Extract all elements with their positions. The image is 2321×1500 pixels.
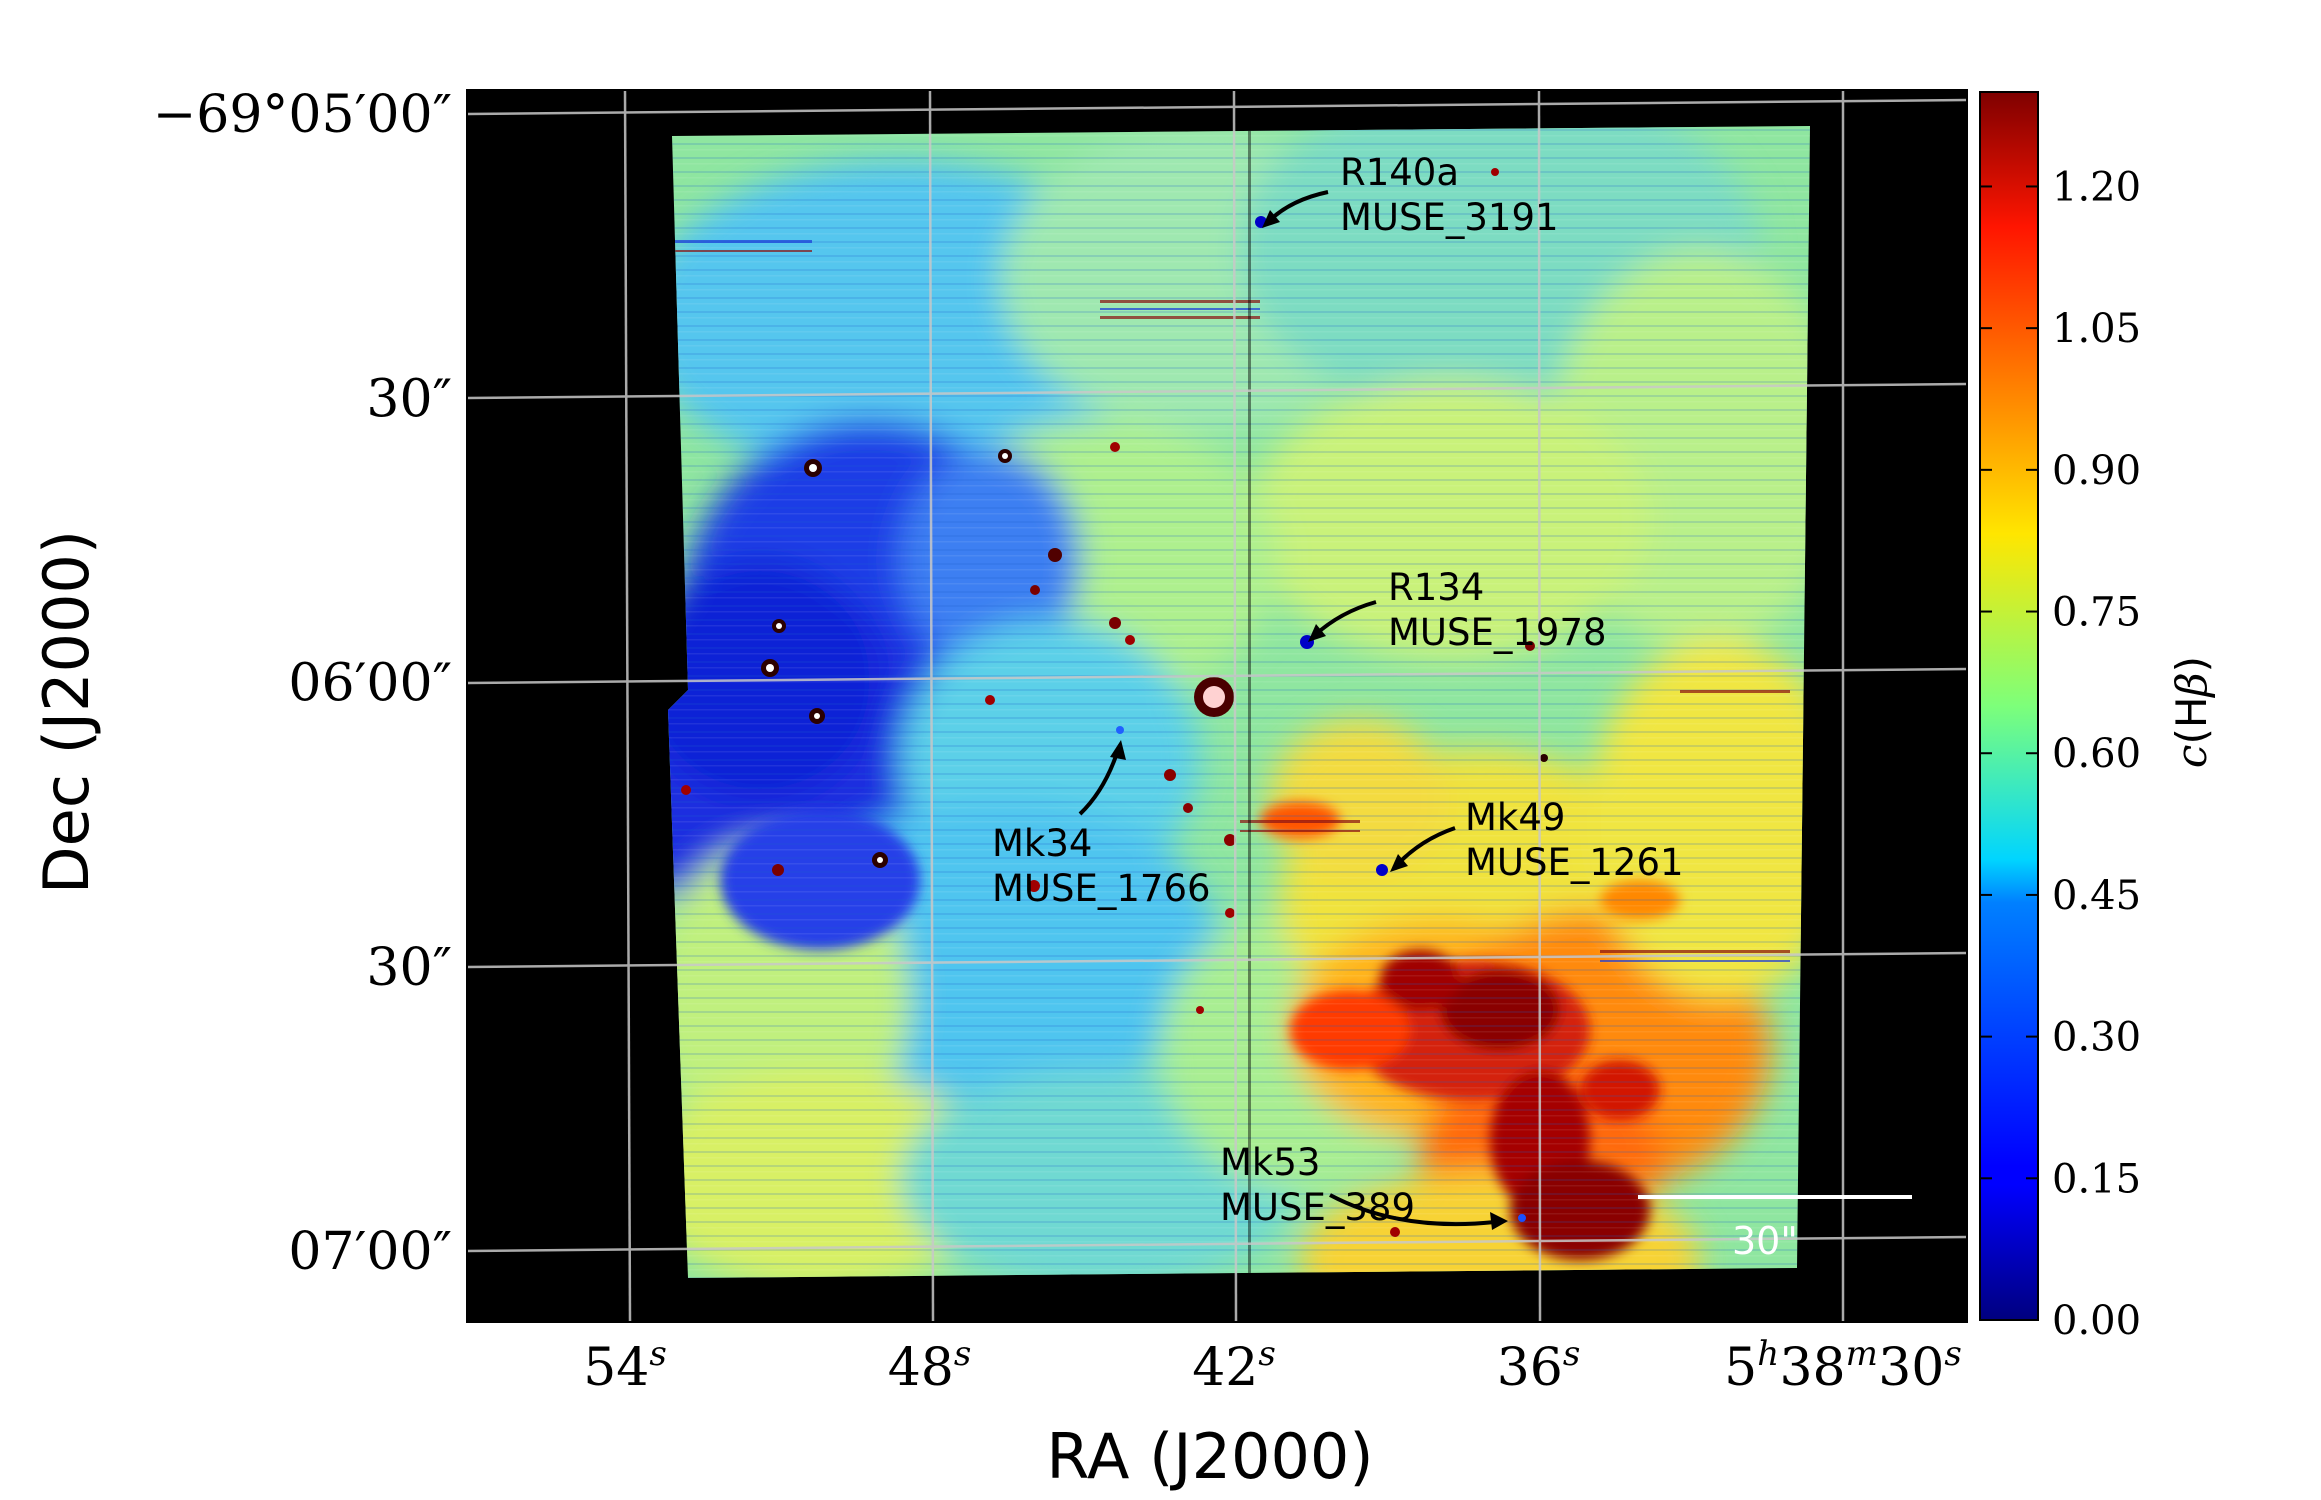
y-axis-label: Dec (J2000) bbox=[30, 530, 103, 894]
x-axis-label: RA (J2000) bbox=[1046, 1420, 1373, 1493]
annotation-r140a-name: R140a bbox=[1340, 151, 1459, 194]
annotation-mk53: Mk53 MUSE_389 bbox=[1220, 1141, 1508, 1230]
colorbar-tick-label: 0.15 bbox=[2052, 1156, 2141, 1202]
scale-bar: 30" bbox=[1638, 1195, 1912, 1263]
annotation-r134: R134 MUSE_1978 bbox=[1308, 566, 1607, 654]
annotation-mk49-id: MUSE_1261 bbox=[1465, 841, 1684, 884]
annotation-mk49: Mk49 MUSE_1261 bbox=[1390, 796, 1684, 884]
stars bbox=[681, 168, 1548, 1237]
colorbar-tick-label: 1.05 bbox=[2052, 306, 2141, 352]
annotation-r140a: R140a MUSE_3191 bbox=[1262, 151, 1559, 239]
annotation-mk49-name: Mk49 bbox=[1465, 796, 1565, 839]
extinction-map bbox=[668, 126, 1810, 1278]
colorbar-tick-label: 0.45 bbox=[2052, 873, 2141, 919]
y-tick-label: 07′00″ bbox=[288, 1222, 452, 1282]
y-tick-label: 30″ bbox=[366, 369, 452, 429]
x-tick-label: 36s bbox=[1497, 1334, 1581, 1398]
y-tick-label: −69°05′00″ bbox=[153, 85, 452, 145]
annotation-mk34: Mk34 MUSE_1766 bbox=[992, 740, 1211, 910]
y-tick-labels: −69°05′00″ 30″ 06′00″ 30″ 07′00″ bbox=[153, 85, 452, 1282]
colorbar-tick-label: 0.75 bbox=[2052, 590, 2141, 636]
annotation-r134-id: MUSE_1978 bbox=[1388, 611, 1607, 654]
x-tick-label: 42s bbox=[1192, 1334, 1276, 1398]
colorbar-tick-label: 0.60 bbox=[2052, 731, 2141, 777]
colorbar-gradient bbox=[1979, 91, 2039, 1321]
y-tick-label: 06′00″ bbox=[288, 654, 452, 714]
x-tick-label: 48s bbox=[888, 1334, 972, 1398]
annotation-r134-name: R134 bbox=[1388, 566, 1484, 609]
coordinate-grid bbox=[466, 89, 1968, 1323]
colorbar-tick-label: 0.30 bbox=[2052, 1015, 2141, 1061]
annotation-mk53-name: Mk53 bbox=[1220, 1141, 1320, 1184]
colorbar: 0.00 0.15 0.30 0.45 0.60 0.75 0.90 1.05 1.20 c(H… bbox=[1979, 91, 2216, 1344]
annotation-r140a-id: MUSE_3191 bbox=[1340, 196, 1559, 239]
annotation-mk34-name: Mk34 bbox=[992, 822, 1092, 865]
y-tick-label: 30″ bbox=[366, 938, 452, 998]
star-annotations: R140a MUSE_3191 R134 MUSE_1978 Mk34 MUSE… bbox=[992, 151, 1684, 1230]
colorbar-ticks: 0.00 0.15 0.30 0.45 0.60 0.75 0.90 1.05 1.20 bbox=[1980, 164, 2141, 1344]
colorbar-label: c(Hβ) bbox=[2167, 656, 2216, 768]
x-tick-labels: 54s 48s 42s 36s 5h 38m 30s bbox=[583, 1334, 1962, 1398]
scale-bar-label: 30" bbox=[1732, 1219, 1798, 1263]
colorbar-tick-label: 1.20 bbox=[2052, 164, 2141, 210]
annotation-mk53-id: MUSE_389 bbox=[1220, 1186, 1415, 1229]
colorbar-tick-label: 0.90 bbox=[2052, 448, 2141, 494]
colorbar-tick-label: 0.00 bbox=[2052, 1298, 2141, 1344]
annotation-mk34-id: MUSE_1766 bbox=[992, 867, 1211, 910]
x-tick-label: 54s bbox=[583, 1334, 667, 1398]
x-tick-label: 5h 38m 30s bbox=[1724, 1334, 1962, 1398]
